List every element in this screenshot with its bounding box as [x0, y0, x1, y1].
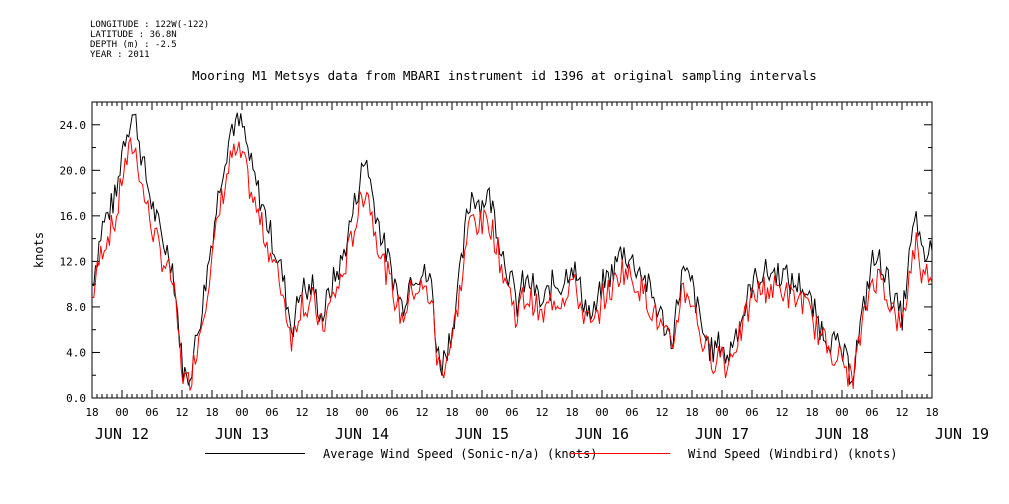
x-tick-label: 12	[655, 406, 668, 419]
legend-label-sonic: Average Wind Speed (Sonic-n/a) (knots)	[323, 447, 598, 461]
x-tick-label: 18	[325, 406, 338, 419]
plot-frame	[91, 101, 933, 399]
day-label: JUN 12	[95, 425, 149, 443]
x-tick-label: 12	[775, 406, 788, 419]
x-tick-label: 12	[415, 406, 428, 419]
legend-label-windbird: Wind Speed (Windbird) (knots)	[688, 447, 898, 461]
day-label: JUN 13	[215, 425, 269, 443]
y-tick-label: 4.0	[66, 346, 86, 359]
x-tick-label: 06	[865, 406, 878, 419]
year-text: YEAR : 2011	[90, 50, 150, 60]
x-tick-label: 06	[745, 406, 758, 419]
series-line-windbird	[91, 136, 933, 391]
day-label: JUN 19	[935, 425, 989, 443]
day-label: JUN 17	[695, 425, 749, 443]
day-label: JUN 14	[335, 425, 389, 443]
day-label: JUN 16	[575, 425, 629, 443]
station-metadata: LONGITUDE : 122W(-122) LATITUDE : 36.8N …	[90, 20, 209, 60]
x-tick-label: 00	[835, 406, 848, 419]
latitude-text: LATITUDE : 36.8N	[90, 30, 177, 40]
y-tick-label: 16.0	[60, 210, 87, 223]
x-tick-label: 00	[115, 406, 128, 419]
y-tick-label: 24.0	[60, 119, 87, 132]
x-tick-label: 06	[625, 406, 638, 419]
legend-line-sonic	[205, 453, 305, 454]
y-tick-label: 20.0	[60, 164, 87, 177]
x-tick-label: 00	[595, 406, 608, 419]
x-tick-label: 18	[205, 406, 218, 419]
y-axis-label: knots	[32, 232, 46, 268]
day-label: JUN 15	[455, 425, 509, 443]
x-tick-label: 06	[505, 406, 518, 419]
x-tick-label: 12	[175, 406, 188, 419]
y-tick-label: 8.0	[66, 301, 86, 314]
chart-title: Mooring M1 Metsys data from MBARI instru…	[192, 68, 817, 83]
x-tick-label: 00	[475, 406, 488, 419]
x-tick-label: 18	[805, 406, 818, 419]
x-tick-label: 00	[355, 406, 368, 419]
y-tick-label: 12.0	[60, 255, 87, 268]
x-tick-label: 18	[685, 406, 698, 419]
x-tick-label: 06	[385, 406, 398, 419]
x-tick-label: 12	[295, 406, 308, 419]
x-tick-label: 00	[715, 406, 728, 419]
x-tick-label: 18	[925, 406, 938, 419]
longitude-text: LONGITUDE : 122W(-122)	[90, 20, 210, 30]
x-tick-label: 18	[445, 406, 458, 419]
x-tick-label: 00	[235, 406, 248, 419]
day-label: JUN 18	[815, 425, 869, 443]
x-tick-label: 12	[895, 406, 908, 419]
y-tick-label: 0.0	[66, 392, 86, 405]
x-tick-label: 12	[535, 406, 548, 419]
x-tick-label: 06	[265, 406, 278, 419]
legend-line-windbird	[570, 453, 670, 454]
depth-text: DEPTH (m) : -2.5	[90, 40, 177, 50]
x-tick-label: 06	[145, 406, 158, 419]
x-tick-label: 18	[565, 406, 578, 419]
x-tick-label: 18	[85, 406, 98, 419]
series-line-sonic	[91, 112, 933, 387]
